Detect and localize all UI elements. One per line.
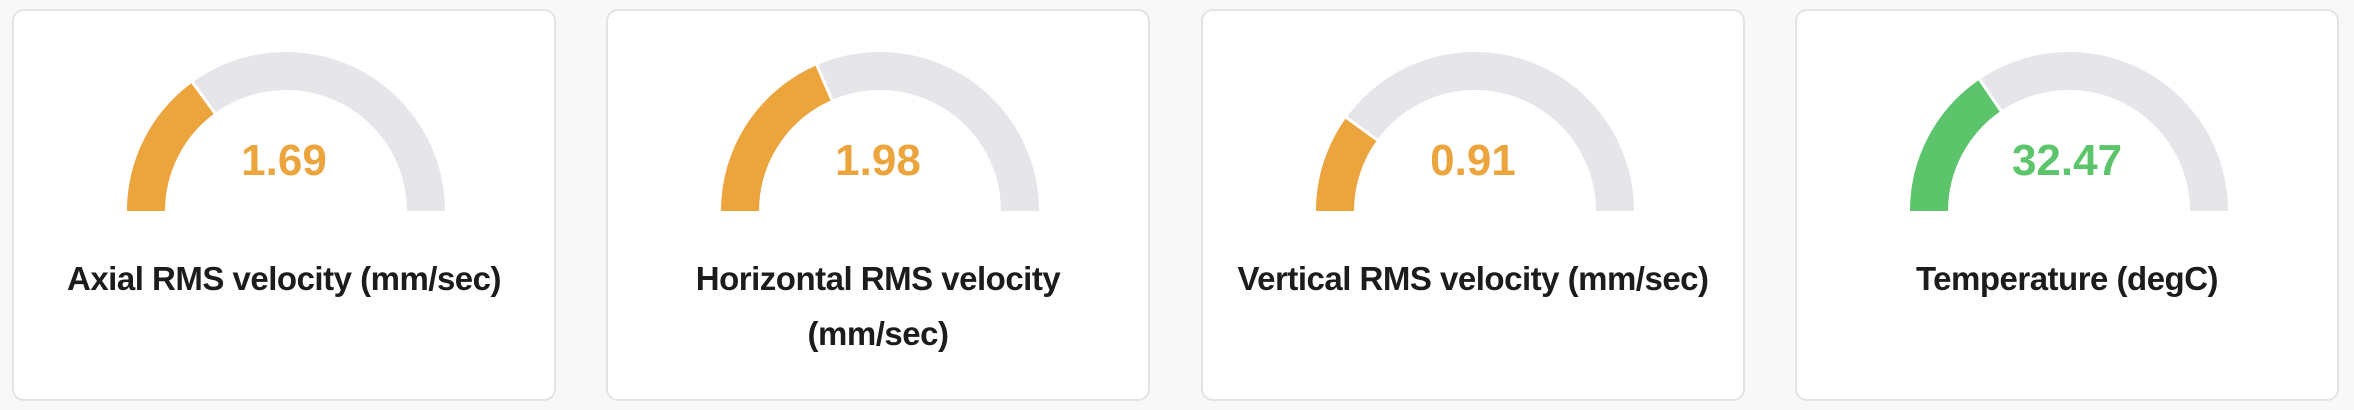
gauge-axial xyxy=(127,52,445,212)
gauge-title: Vertical RMS velocity (mm/sec) xyxy=(1237,260,1709,297)
gauge-value: 0.91 xyxy=(1430,136,1516,185)
gauge-card-axial: 1.69 Axial RMS velocity (mm/sec) xyxy=(12,9,556,401)
gauge-temperature xyxy=(1910,52,2228,212)
gauge-value: 1.69 xyxy=(241,136,327,185)
gauge-value: 1.98 xyxy=(835,136,921,185)
gauge-separator xyxy=(1344,115,1379,142)
gauge-card-vertical: 0.91 Vertical RMS velocity (mm/sec) xyxy=(1201,9,1745,401)
gauge-card-temperature: 32.47 Temperature (degC) xyxy=(1795,9,2339,401)
gauge-title: Temperature (degC) xyxy=(1915,260,2219,297)
gauge-fill xyxy=(127,82,216,212)
gauge-title: Axial RMS velocity (mm/sec) xyxy=(67,260,502,297)
gauge-card-horizontal: 1.98 Horizontal RMS velocity (mm/sec) xyxy=(606,9,1150,401)
gauge-fill xyxy=(721,65,833,212)
gauge-vertical xyxy=(1316,52,1634,212)
gauge-horizontal xyxy=(721,52,1039,212)
gauge-separator xyxy=(190,80,217,115)
gauge-fill xyxy=(1910,79,2002,212)
gauge-separator xyxy=(815,63,834,102)
gauge-title: Horizontal RMS velocity (mm/sec) xyxy=(695,260,1061,352)
gauge-fill xyxy=(1316,117,1378,212)
gauge-separator xyxy=(1977,77,2003,113)
gauge-value: 32.47 xyxy=(2011,136,2123,185)
